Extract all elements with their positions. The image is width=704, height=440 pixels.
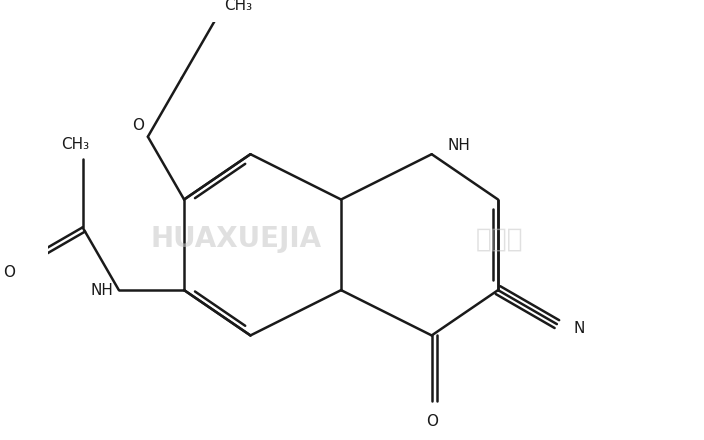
- Text: N: N: [573, 321, 584, 336]
- Text: O: O: [4, 265, 15, 280]
- Text: O: O: [426, 414, 438, 429]
- Text: NH: NH: [90, 282, 113, 297]
- Text: CH₃: CH₃: [61, 137, 89, 152]
- Text: 化学加: 化学加: [476, 226, 524, 252]
- Text: O: O: [132, 118, 144, 133]
- Text: CH₃: CH₃: [224, 0, 252, 13]
- Text: NH: NH: [448, 138, 471, 153]
- Text: HUAXUEJIA: HUAXUEJIA: [151, 225, 322, 253]
